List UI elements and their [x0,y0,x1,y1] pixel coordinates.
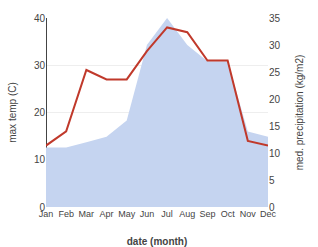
svg-text:med. precipitation (kg/m2): med. precipitation (kg/m2) [294,55,305,171]
svg-text:May: May [118,209,136,219]
svg-text:max temp (C): max temp (C) [7,82,18,143]
svg-text:30: 30 [269,40,281,51]
svg-text:15: 15 [269,121,281,132]
svg-text:40: 40 [34,13,46,24]
svg-text:10: 10 [34,154,46,165]
svg-text:20: 20 [269,94,281,105]
svg-text:Apr: Apr [100,209,114,219]
svg-text:0: 0 [39,202,45,213]
svg-text:Jun: Jun [140,209,155,219]
svg-text:date (month): date (month) [127,236,188,247]
svg-text:Dec: Dec [260,209,277,219]
svg-text:35: 35 [269,13,281,24]
svg-text:Jul: Jul [161,209,173,219]
svg-text:10: 10 [269,148,281,159]
svg-text:Aug: Aug [179,209,195,219]
svg-text:30: 30 [34,60,46,71]
svg-text:Sep: Sep [199,209,215,219]
svg-text:0: 0 [269,202,275,213]
svg-text:5: 5 [269,175,275,186]
svg-text:Mar: Mar [79,209,95,219]
svg-text:Feb: Feb [58,209,74,219]
svg-text:Jan: Jan [39,209,54,219]
svg-text:Nov: Nov [240,209,257,219]
svg-text:Oct: Oct [221,209,236,219]
svg-text:25: 25 [269,67,281,78]
svg-text:20: 20 [34,107,46,118]
